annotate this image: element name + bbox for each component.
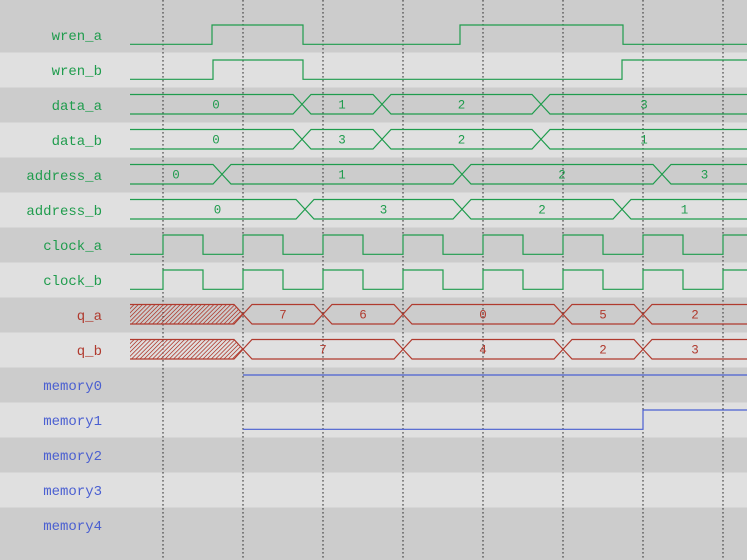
svg-text:address_a: address_a [26, 169, 102, 185]
svg-text:memory2: memory2 [43, 449, 102, 465]
svg-text:2: 2 [691, 308, 699, 322]
svg-text:wren_a: wren_a [52, 29, 102, 45]
svg-text:0: 0 [212, 98, 220, 112]
svg-text:address_b: address_b [26, 204, 102, 220]
svg-text:memory4: memory4 [43, 519, 102, 535]
svg-text:2: 2 [458, 133, 466, 147]
svg-text:q_a: q_a [77, 309, 102, 325]
svg-text:3: 3 [701, 168, 709, 182]
svg-text:2: 2 [599, 343, 607, 357]
svg-text:clock_a: clock_a [43, 239, 102, 255]
svg-text:wren_b: wren_b [52, 64, 102, 80]
svg-text:7: 7 [319, 343, 327, 357]
svg-text:3: 3 [338, 133, 346, 147]
svg-text:0: 0 [214, 203, 222, 217]
svg-text:2: 2 [458, 98, 466, 112]
svg-text:1: 1 [338, 98, 346, 112]
svg-text:clock_b: clock_b [43, 274, 102, 290]
svg-text:data_b: data_b [52, 134, 102, 150]
svg-text:5: 5 [599, 308, 607, 322]
svg-text:1: 1 [640, 133, 648, 147]
svg-text:3: 3 [691, 343, 699, 357]
svg-text:6: 6 [359, 308, 367, 322]
svg-text:7: 7 [279, 308, 287, 322]
svg-text:memory3: memory3 [43, 484, 102, 500]
svg-text:memory1: memory1 [43, 414, 102, 430]
svg-text:1: 1 [681, 203, 689, 217]
svg-text:3: 3 [640, 98, 648, 112]
svg-text:q_b: q_b [77, 344, 102, 360]
svg-text:3: 3 [380, 203, 388, 217]
svg-text:0: 0 [212, 133, 220, 147]
svg-text:2: 2 [538, 203, 546, 217]
svg-text:0: 0 [172, 168, 180, 182]
svg-text:0: 0 [479, 308, 487, 322]
svg-text:data_a: data_a [52, 99, 102, 115]
svg-text:2: 2 [558, 168, 566, 182]
svg-text:memory0: memory0 [43, 379, 102, 395]
svg-text:1: 1 [338, 168, 346, 182]
svg-text:4: 4 [479, 343, 487, 357]
